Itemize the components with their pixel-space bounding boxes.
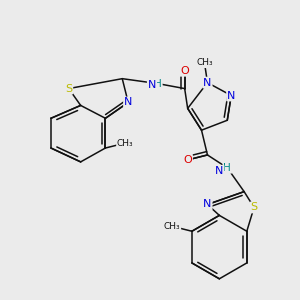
- Text: CH₃: CH₃: [196, 58, 213, 67]
- Text: H: H: [224, 163, 231, 173]
- Text: S: S: [65, 84, 72, 94]
- Text: H: H: [154, 79, 162, 88]
- Text: CH₃: CH₃: [164, 222, 180, 231]
- Text: O: O: [183, 155, 192, 165]
- Text: N: N: [124, 98, 132, 107]
- Text: CH₃: CH₃: [117, 139, 134, 148]
- Text: N: N: [227, 91, 236, 100]
- Text: N: N: [203, 78, 212, 88]
- Text: N: N: [203, 200, 212, 209]
- Text: S: S: [250, 202, 258, 212]
- Text: N: N: [215, 166, 224, 176]
- Text: N: N: [148, 80, 156, 90]
- Text: O: O: [180, 66, 189, 76]
